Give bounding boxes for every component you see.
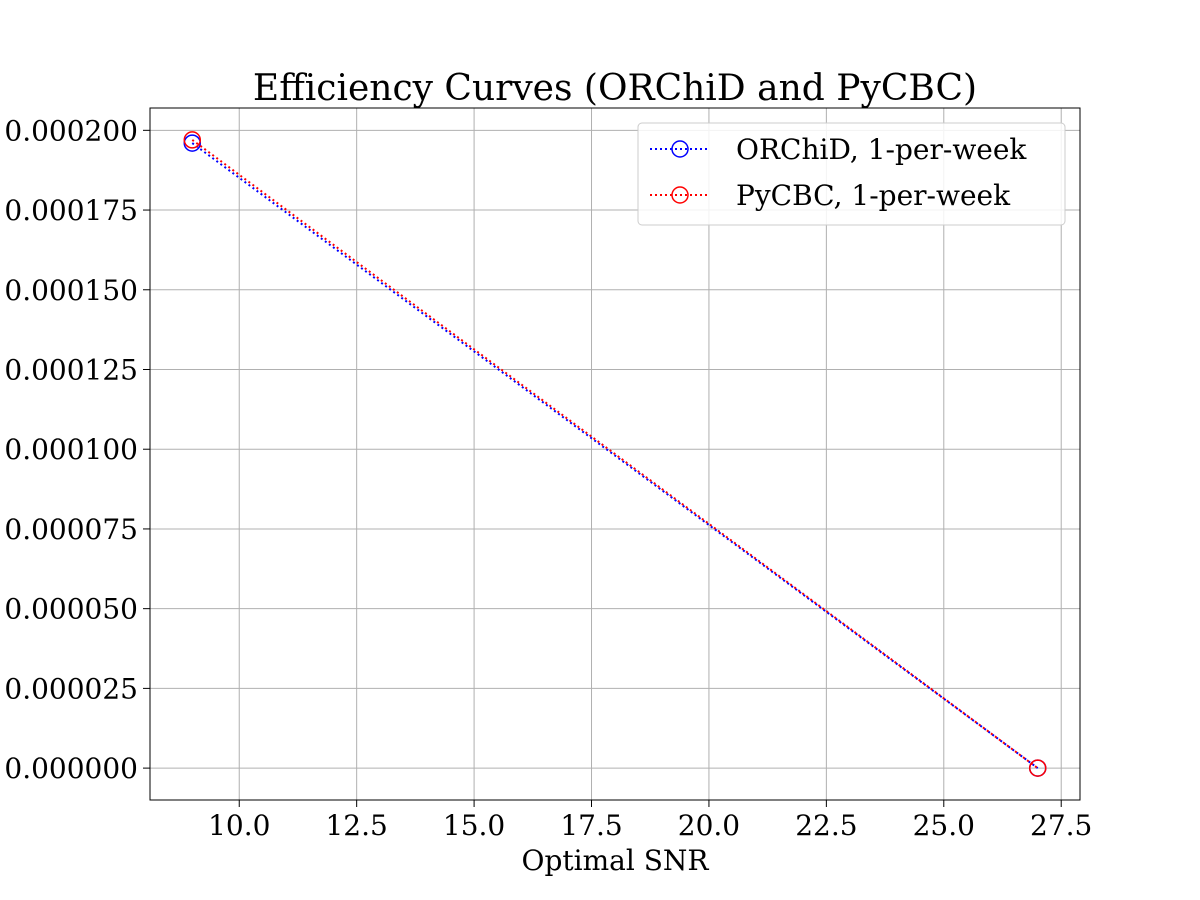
chart-title: Efficiency Curves (ORChiD and PyCBC) [253, 68, 977, 109]
x-tick-label: 20.0 [678, 809, 740, 842]
plot-frame [149, 107, 1081, 801]
x-tick-label: 25.0 [913, 809, 975, 842]
y-tick-label: 0.000050 [4, 593, 138, 626]
legend-box [637, 122, 1066, 226]
y-tick-label: 0.000150 [4, 274, 138, 307]
x-tick-label: 15.0 [443, 809, 505, 842]
y-tick-label: 0.000200 [4, 114, 138, 147]
legend-label-0: ORChiD, 1-per-week [736, 133, 1027, 166]
x-tick-label: 10.0 [208, 809, 270, 842]
y-tick-label: 0.000125 [4, 353, 138, 386]
x-tick-label: 27.5 [1030, 809, 1092, 842]
legend-label-1: PyCBC, 1-per-week [736, 179, 1011, 212]
series-line-0 [191, 142, 1039, 769]
y-tick-label: 0.000100 [4, 433, 138, 466]
y-tick-label: 0.000075 [4, 513, 138, 546]
x-tick-label: 12.5 [325, 809, 387, 842]
series-line-1 [191, 139, 1039, 769]
y-tick-label: 0.000175 [4, 194, 138, 227]
legend: ORChiD, 1-per-week PyCBC, 1-per-week [637, 122, 1066, 226]
data-point-1-1 [1028, 759, 1047, 777]
data-point-1-0 [183, 131, 202, 149]
y-axis-ticks: 0.000000 0.000025 0.000050 0.000075 0.000100… [4, 114, 150, 785]
legend-marker-0 [671, 140, 689, 158]
legend-marker-1 [671, 186, 689, 204]
series-group [183, 131, 1047, 777]
y-tick-label: 0.000025 [4, 672, 138, 705]
x-axis-ticks: 10.0 12.5 15.0 17.5 20.0 22.5 25.0 27.5 [208, 800, 1092, 842]
x-axis-label: Optimal SNR [522, 844, 710, 877]
x-tick-label: 17.5 [560, 809, 622, 842]
x-tick-label: 22.5 [795, 809, 857, 842]
y-tick-label: 0.000000 [4, 752, 138, 785]
